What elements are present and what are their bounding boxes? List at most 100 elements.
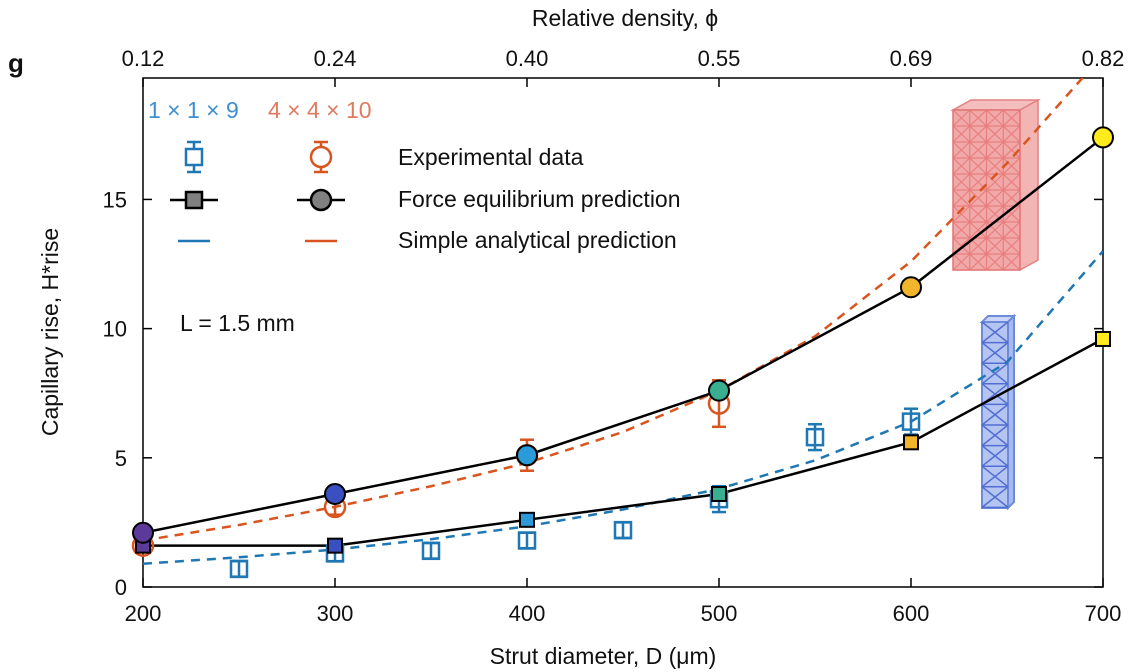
lattice-strut xyxy=(1002,221,1021,239)
lattice-strut xyxy=(1002,205,1021,223)
experimental-square-point xyxy=(613,520,633,540)
prediction-circle-point xyxy=(1092,126,1114,149)
prediction-circle-point xyxy=(708,379,730,402)
prediction-line xyxy=(143,136,1103,534)
lattice-strut xyxy=(952,157,971,175)
lattice-strut xyxy=(1002,157,1021,175)
y-tick-label: 0 xyxy=(115,575,127,600)
lattice-strut xyxy=(981,321,1009,344)
lattice-strut xyxy=(986,141,1004,159)
lattice-strut xyxy=(952,253,971,271)
prediction-circle-point xyxy=(516,444,538,467)
marker xyxy=(517,531,537,550)
prediction-circle-point xyxy=(900,276,922,299)
marker xyxy=(421,541,441,561)
lattice-strut xyxy=(986,205,1004,223)
lattice-strut xyxy=(986,109,1004,127)
analytical-curve xyxy=(143,78,1085,542)
prediction-square-point xyxy=(327,537,343,554)
lattice-strut xyxy=(981,362,1009,385)
lattice-strut xyxy=(981,465,1009,488)
y-tick-label: 5 xyxy=(115,446,127,471)
lattice-strut xyxy=(969,237,987,255)
lattice-strut xyxy=(952,125,971,143)
lattice-strut xyxy=(969,109,987,127)
lattice-strut xyxy=(1002,173,1021,191)
x-tick-label: 700 xyxy=(1085,601,1122,626)
lattice-strut xyxy=(1002,253,1021,271)
lattice-strut xyxy=(986,237,1004,255)
x-tick-label: 400 xyxy=(509,601,546,626)
top-tick-label: 0.55 xyxy=(698,46,741,71)
prediction-circle-point xyxy=(324,482,346,505)
experimental-square-point xyxy=(517,531,537,550)
chart-markers xyxy=(131,126,1114,579)
axis-ticks: 200 300 400 500 600 700 0.12 0.24 0.40 0.55 0.69 0.… xyxy=(103,46,1125,626)
lattice-strut xyxy=(969,221,987,239)
lattice-1x1x9-illustration xyxy=(979,313,1017,511)
lattice-strut xyxy=(986,125,1004,143)
lattice-strut xyxy=(952,189,971,207)
lattice-strut xyxy=(981,424,1009,447)
lattice-strut xyxy=(1002,141,1021,159)
lattice-strut xyxy=(1002,109,1021,127)
x-tick-label: 500 xyxy=(701,601,738,626)
prediction-square-point xyxy=(1095,330,1111,347)
prediction-square-point xyxy=(711,485,727,502)
marker xyxy=(613,520,633,540)
x-tick-label: 200 xyxy=(125,601,162,626)
experimental-square-point xyxy=(901,407,921,436)
prediction-line xyxy=(143,337,1103,547)
top-tick-label: 0.24 xyxy=(314,46,357,71)
lattice-strut xyxy=(1002,237,1021,255)
x-tick-label: 600 xyxy=(893,601,930,626)
lattice-strut xyxy=(969,189,987,207)
x-axis-title: Strut diameter, D (μm) xyxy=(490,643,717,669)
top-tick-label: 0.82 xyxy=(1082,46,1125,71)
top-tick-label: 0.40 xyxy=(506,46,549,71)
lattice-strut xyxy=(952,109,971,127)
lattice-strut xyxy=(952,221,971,239)
lattice-strut xyxy=(986,189,1004,207)
experimental-square-point xyxy=(229,559,249,579)
lattice-strut xyxy=(981,445,1009,467)
y-tick-label: 10 xyxy=(103,317,127,342)
x-tick-label: 300 xyxy=(317,601,354,626)
legend-label-force-equilibrium: Force equilibrium prediction xyxy=(398,186,681,212)
lattice-strut xyxy=(1002,125,1021,143)
prediction-square-point xyxy=(903,434,919,451)
lattice-strut xyxy=(986,221,1004,239)
marker xyxy=(901,412,921,431)
analytical-curve xyxy=(143,250,1103,565)
length-annotation: L = 1.5 mm xyxy=(180,310,295,336)
experimental-square-point xyxy=(421,541,441,561)
top-tick-label: 0.12 xyxy=(122,46,165,71)
lattice-strut xyxy=(952,205,971,223)
panel-label: g xyxy=(8,48,24,78)
legend-header-1x1x9: 1 × 1 × 9 xyxy=(148,97,239,123)
lattice-strut xyxy=(981,342,1009,364)
lattice-strut xyxy=(969,205,987,223)
legend-label-simple-analytical: Simple analytical prediction xyxy=(398,227,677,253)
lattice-strut xyxy=(969,141,987,159)
legend-symbol-orange-open-circle xyxy=(309,140,333,174)
experimental-square-point xyxy=(805,422,825,452)
lattice-strut xyxy=(969,157,987,175)
lattice-strut xyxy=(969,173,987,191)
marker xyxy=(229,559,249,579)
prediction-square-point xyxy=(519,511,535,528)
lattice-strut xyxy=(969,125,987,143)
lattice-strut xyxy=(981,403,1009,426)
legend: 1 × 1 × 9 4 × 4 × 10 Experimental data F… xyxy=(148,97,681,253)
legend-header-4x4x10: 4 × 4 × 10 xyxy=(268,97,372,123)
lattice-strut xyxy=(986,253,1004,271)
y-tick-label: 15 xyxy=(103,187,127,212)
lattice-strut xyxy=(952,141,971,159)
y-axis-title: Capillary rise, H*rise xyxy=(37,228,63,436)
legend-symbol-black-circle-line xyxy=(297,188,345,212)
chart-lines xyxy=(143,78,1103,565)
lattice-4x4x10-illustration xyxy=(950,98,1041,272)
legend-symbol-black-square-line xyxy=(170,190,218,210)
lattice-strut xyxy=(952,173,971,191)
